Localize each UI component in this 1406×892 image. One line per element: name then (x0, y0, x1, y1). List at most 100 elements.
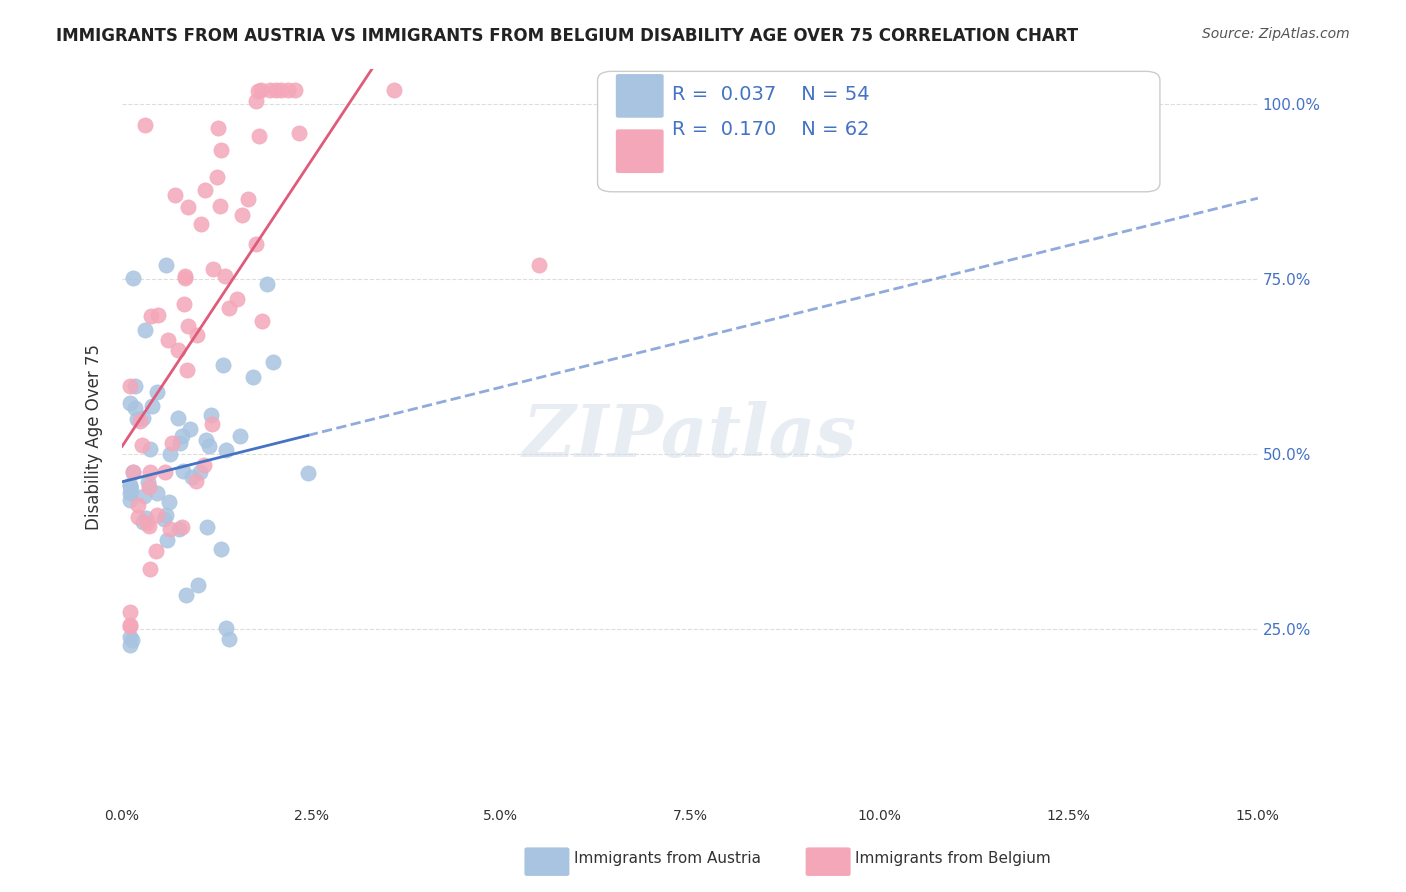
Point (201, 261, 224, 276)
Point (146, 508, 169, 522)
Point (205, 170, 228, 185)
Point (166, 411, 188, 425)
Point (118, 477, 141, 491)
Point (174, 268, 197, 283)
Point (174, 588, 197, 602)
Point (132, 515, 155, 529)
Point (173, 270, 195, 285)
Point (245, 94, 267, 108)
Point (238, 192, 260, 206)
Text: Immigrants from Belgium: Immigrants from Belgium (855, 852, 1050, 866)
Point (215, 442, 238, 457)
Point (162, 436, 184, 450)
Point (284, 82, 307, 96)
Point (190, 217, 212, 231)
Point (124, 379, 146, 393)
Point (134, 118, 156, 132)
Point (169, 522, 191, 536)
Point (184, 475, 207, 489)
Point (181, 469, 204, 483)
Point (118, 638, 141, 652)
Point (136, 475, 159, 489)
Point (155, 465, 177, 479)
Point (139, 309, 162, 323)
Point (245, 236, 267, 251)
Point (139, 561, 162, 575)
Point (170, 429, 193, 443)
Point (156, 333, 179, 347)
Point (145, 543, 167, 558)
Point (139, 442, 162, 457)
Point (242, 370, 264, 384)
Point (186, 328, 208, 343)
Point (138, 480, 160, 494)
Point (120, 483, 142, 498)
Point (155, 258, 177, 272)
Point (129, 414, 152, 428)
Point (247, 128, 270, 143)
Point (207, 120, 229, 135)
Point (527, 258, 550, 272)
Point (118, 486, 141, 500)
Point (179, 422, 201, 436)
Point (187, 578, 209, 592)
Point (132, 410, 155, 425)
Point (131, 437, 153, 451)
Point (277, 82, 299, 96)
Point (262, 355, 284, 369)
Point (188, 466, 211, 480)
Point (118, 605, 141, 619)
Point (176, 200, 198, 214)
Point (297, 466, 319, 480)
Point (135, 510, 157, 524)
Point (122, 465, 145, 479)
Text: R =  0.037    N = 54: R = 0.037 N = 54 (672, 85, 870, 103)
Point (134, 323, 156, 337)
Point (118, 396, 141, 410)
Point (159, 446, 181, 460)
Point (215, 621, 238, 635)
Point (139, 466, 162, 480)
Point (167, 343, 190, 357)
Point (159, 495, 181, 509)
Text: R =  0.170    N = 62: R = 0.170 N = 62 (672, 120, 869, 139)
Point (122, 465, 145, 479)
Point (148, 308, 170, 322)
Point (156, 533, 179, 547)
Point (259, 82, 281, 96)
Point (218, 301, 240, 315)
Point (122, 271, 145, 285)
Point (209, 541, 232, 556)
Point (118, 493, 141, 508)
Point (177, 318, 200, 333)
Point (145, 384, 167, 399)
Point (118, 618, 141, 632)
Point (118, 378, 141, 392)
Point (127, 412, 149, 426)
Point (288, 126, 311, 140)
Point (250, 82, 273, 96)
Point (127, 509, 149, 524)
Point (176, 363, 198, 377)
Point (246, 84, 269, 98)
Point (118, 630, 141, 644)
Point (195, 520, 218, 534)
Point (118, 618, 141, 632)
Point (197, 440, 219, 454)
Point (226, 292, 249, 306)
Point (193, 458, 215, 472)
Point (124, 401, 146, 416)
Point (194, 183, 217, 197)
Point (155, 508, 177, 522)
Point (141, 399, 163, 413)
Point (146, 485, 169, 500)
Text: ZIPatlas: ZIPatlas (523, 401, 858, 472)
Point (118, 479, 141, 493)
Point (218, 632, 240, 646)
Point (132, 489, 155, 503)
Point (159, 522, 181, 536)
Point (121, 633, 143, 648)
Point (172, 464, 194, 478)
Point (256, 277, 278, 292)
Point (208, 199, 231, 213)
